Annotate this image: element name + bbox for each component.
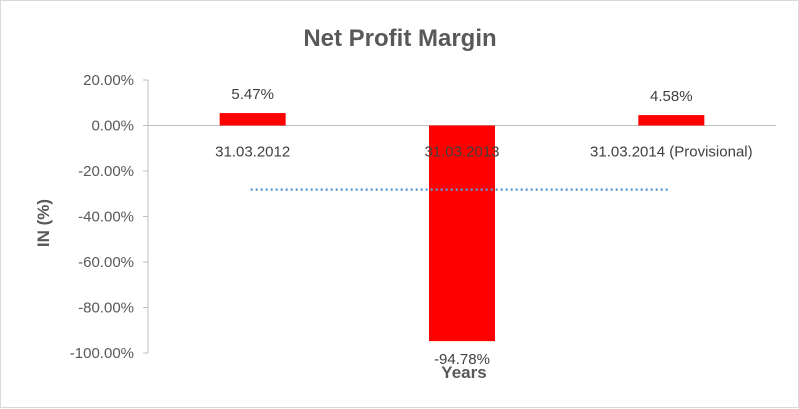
y-tick-label: -40.00%	[78, 209, 134, 226]
y-tick-label: -100.00%	[70, 345, 134, 362]
y-axis-ticks: 20.00% 0.00% -20.00% -40.00% -60.00% -80.00% -…	[70, 72, 148, 362]
data-label: -94.78%	[434, 351, 490, 368]
x-axis-title: Years	[441, 363, 486, 382]
x-category-label: 31.03.2013	[424, 144, 499, 161]
bar	[429, 125, 495, 342]
y-tick-label: -60.00%	[78, 254, 134, 271]
x-category-label: 31.03.2012	[215, 144, 290, 161]
category-labels: 31.03.2012 31.03.2013 31.03.2014 (Provisio…	[215, 144, 753, 161]
data-labels: 5.47% -94.78% 4.58%	[231, 86, 692, 368]
y-axis-title: IN (%)	[34, 199, 53, 247]
bar-series	[219, 113, 705, 342]
chart-title: Net Profit Margin	[303, 25, 496, 52]
y-tick-label: -20.00%	[78, 163, 134, 180]
y-tick-label: 0.00%	[91, 118, 134, 135]
bar	[219, 113, 286, 126]
y-tick-label: -80.00%	[78, 300, 134, 317]
x-category-label: 31.03.2014 (Provisional)	[590, 144, 753, 161]
data-label: 4.58%	[650, 88, 693, 105]
y-tick-label: 20.00%	[83, 72, 134, 89]
data-label: 5.47%	[231, 86, 274, 103]
bar	[638, 115, 705, 126]
